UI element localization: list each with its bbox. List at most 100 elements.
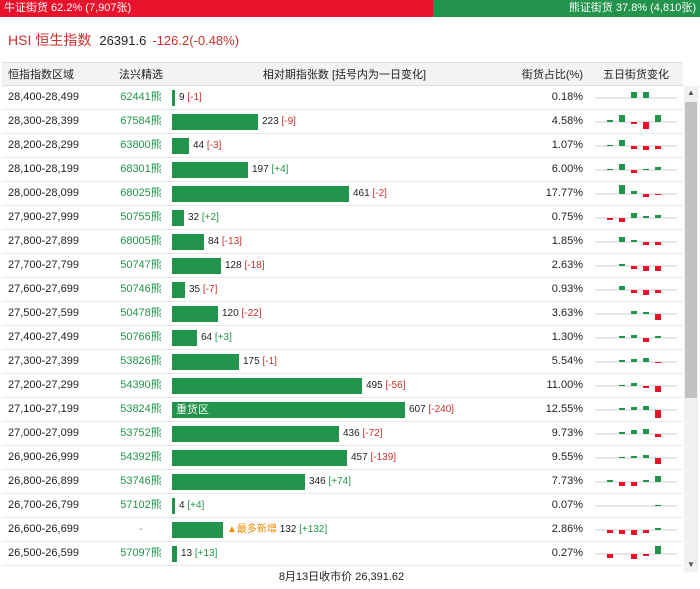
row-five-day-chart: [589, 446, 683, 469]
row-share: 2.63%: [551, 259, 583, 271]
sparkline-bar: [619, 530, 625, 534]
sparkline-bar: [655, 242, 661, 245]
scroll-thumb[interactable]: [685, 102, 697, 398]
contracts-daily-change: [-72]: [362, 428, 383, 439]
five-day-sparkline: [595, 546, 677, 559]
index-change: -126.2(-0.48%): [152, 32, 240, 48]
row-ticker-link[interactable]: 53824熊: [120, 403, 162, 415]
table-row[interactable]: 28,100-28,199 68301熊 197 [+4] 6.00%: [2, 158, 683, 182]
row-ticker-link[interactable]: 57102熊: [120, 499, 162, 511]
contracts-bar: [172, 354, 239, 370]
table-row[interactable]: 27,400-27,499 50766熊 64 [+3] 1.30%: [2, 326, 683, 350]
table-row[interactable]: 26,700-26,799 57102熊 4 [+4] 0.07%: [2, 494, 683, 518]
table-row[interactable]: 27,300-27,399 53826熊 175 [-1] 5.54%: [2, 350, 683, 374]
sparkline-bar: [631, 311, 637, 314]
table-row[interactable]: 28,000-28,099 68025熊 461 [-2] 17.77%: [2, 182, 683, 206]
table-row[interactable]: 27,200-27,299 54390熊 495 [-56] 11.00%: [2, 374, 683, 398]
row-ticker-link[interactable]: 68301熊: [120, 163, 162, 175]
table-row[interactable]: 27,000-27,099 53752熊 436 [-72] 9.73%: [2, 422, 683, 446]
row-ticker-link[interactable]: 62441熊: [120, 91, 162, 103]
sparkline-bar: [643, 146, 649, 150]
scroll-up-arrow-icon[interactable]: ▲: [687, 88, 695, 97]
row-ticker-link[interactable]: 53746熊: [120, 475, 162, 487]
five-day-sparkline: [595, 311, 677, 320]
table-row[interactable]: 26,600-26,699 - ▲最多新增 132 [+132] 2.86%: [2, 518, 683, 542]
table-row[interactable]: 26,800-26,899 53746熊 346 [+74] 7.73%: [2, 470, 683, 494]
sparkline-bar: [631, 290, 637, 293]
contracts-bar: [172, 426, 339, 442]
header-share: 街货占比(%): [521, 69, 583, 81]
row-ticker-link: -: [139, 523, 143, 535]
row-range: 27,400-27,499: [8, 331, 79, 343]
row-ticker-link[interactable]: 50747熊: [120, 259, 162, 271]
table-row[interactable]: 28,400-28,499 62441熊 9 [-1] 0.18%: [2, 86, 683, 110]
row-ticker-link[interactable]: 57097熊: [120, 547, 162, 559]
five-day-sparkline: [595, 237, 677, 245]
index-header: HSI 恒生指数 26391.6 -126.2(-0.48%): [0, 18, 700, 62]
row-ticker-link[interactable]: 50746熊: [120, 283, 162, 295]
table-row[interactable]: 28,200-28,299 63800熊 44 [-3] 1.07%: [2, 134, 683, 158]
table-row[interactable]: 27,700-27,799 50747熊 128 [-18] 2.63%: [2, 254, 683, 278]
five-day-sparkline: [595, 476, 677, 486]
row-ticker-link[interactable]: 63800熊: [120, 139, 162, 151]
table-row[interactable]: 26,900-26,999 54392熊 457 [-139] 9.55%: [2, 446, 683, 470]
contracts-daily-change: [+13]: [194, 548, 218, 559]
sparkline-bar: [643, 216, 649, 218]
contracts-count: 35: [189, 284, 201, 295]
five-day-sparkline: [595, 213, 677, 222]
row-ticker-link[interactable]: 50478熊: [120, 307, 162, 319]
sparkline-bar: [619, 237, 625, 242]
row-range: 27,800-27,899: [8, 235, 79, 247]
table-row[interactable]: 27,600-27,699 50746熊 35 [-7] 0.93%: [2, 278, 683, 302]
sparkline-bar: [643, 312, 649, 314]
five-day-sparkline: [595, 115, 677, 129]
row-ticker-link[interactable]: 53752熊: [120, 427, 162, 439]
contracts-value: 461 [-2]: [353, 186, 387, 202]
sparkline-bar: [607, 145, 613, 146]
table-row[interactable]: 27,900-27,999 50755熊 32 [+2] 0.75%: [2, 206, 683, 230]
row-ticker-link[interactable]: 50766熊: [120, 331, 162, 343]
sparkline-bar: [607, 120, 613, 122]
bear-ratio-label: 熊证街货 37.8% (4,810张): [568, 2, 696, 14]
sparkline-bar: [619, 218, 625, 222]
scroll-down-arrow-icon[interactable]: ▼: [687, 560, 695, 569]
sparkline-bar: [655, 362, 661, 363]
sparkline-bar: [655, 215, 661, 218]
row-range: 28,000-28,099: [8, 187, 79, 199]
contracts-count: 128: [225, 260, 242, 271]
contracts-value: 457 [-139]: [351, 450, 396, 466]
row-share: 7.73%: [551, 475, 583, 487]
row-ticker-link[interactable]: 53826熊: [120, 355, 162, 367]
row-range: 28,300-28,399: [8, 115, 79, 127]
row-share: 1.30%: [551, 331, 583, 343]
contracts-bar: [172, 474, 305, 490]
scrollbar[interactable]: ▲ ▼: [684, 86, 698, 572]
five-day-sparkline: [595, 455, 677, 464]
sparkline-bar: [655, 167, 661, 170]
table-row[interactable]: 27,100-27,199 53824熊 重货区 607 [-240] 12.55%: [2, 398, 683, 422]
contracts-count: 223: [262, 116, 279, 127]
table-row[interactable]: 28,300-28,399 67584熊 223 [-9] 4.58%: [2, 110, 683, 134]
sparkline-bar: [643, 406, 649, 410]
table-row[interactable]: 27,500-27,599 50478熊 120 [-22] 3.63%: [2, 302, 683, 326]
sparkline-bar: [619, 408, 625, 410]
contracts-count: 32: [188, 212, 200, 223]
row-ticker-link[interactable]: 67584熊: [120, 115, 162, 127]
row-range: 27,600-27,699: [8, 283, 79, 295]
row-ticker-link[interactable]: 68005熊: [120, 235, 162, 247]
contracts-value: 175 [-1]: [243, 354, 277, 370]
row-contracts-cell: 175 [-1]: [172, 350, 517, 373]
row-five-day-chart: [589, 470, 683, 493]
contracts-count: 346: [309, 476, 326, 487]
row-five-day-chart: [589, 182, 683, 205]
row-ticker-link[interactable]: 50755熊: [120, 211, 162, 223]
row-ticker-link[interactable]: 54390熊: [120, 379, 162, 391]
row-ticker-link[interactable]: 54392熊: [120, 451, 162, 463]
contracts-value: ▲最多新增 132 [+132]: [227, 522, 327, 538]
table-row[interactable]: 27,800-27,899 68005熊 84 [-13] 1.85%: [2, 230, 683, 254]
sparkline-bar: [643, 429, 649, 434]
table-row[interactable]: 26,500-26,599 57097熊 13 [+13] 0.27%: [2, 542, 683, 566]
row-contracts-cell: 495 [-56]: [172, 374, 517, 397]
row-ticker-link[interactable]: 68025熊: [120, 187, 162, 199]
sparkline-bar: [655, 194, 661, 195]
